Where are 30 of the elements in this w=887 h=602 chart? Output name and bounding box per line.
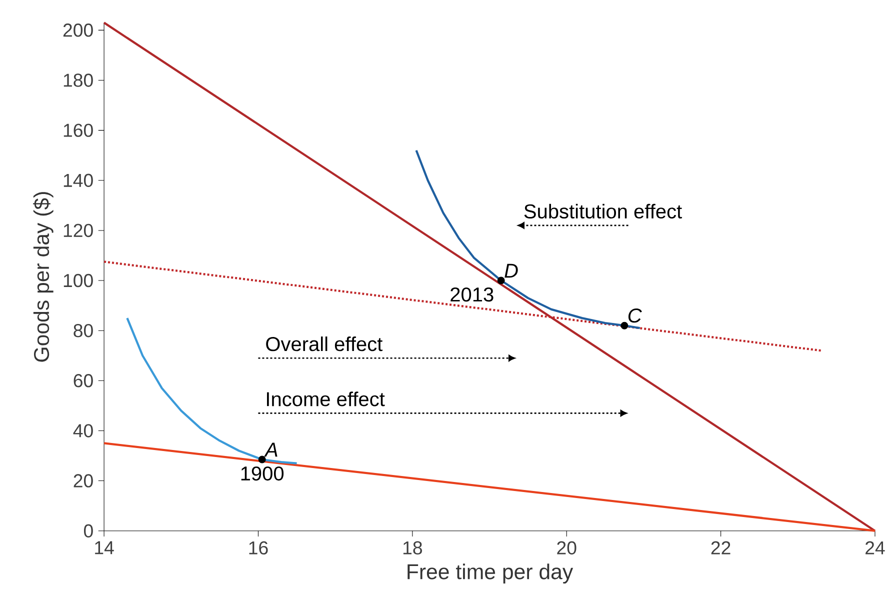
y-tick-label: 20 [74, 474, 93, 488]
x-tick-label: 22 [711, 541, 730, 555]
x-tick-label: 20 [557, 541, 576, 555]
x-tick-label: 14 [95, 541, 114, 554]
x-axis-title: Free time per day [408, 564, 574, 584]
annotation: Overall effect [266, 336, 383, 352]
x-tick-label: 24 [866, 541, 885, 555]
point [497, 277, 505, 284]
y-tick-label: 40 [73, 424, 93, 438]
y-tick-label: 140 [64, 174, 93, 188]
y-tick-label: 80 [74, 324, 93, 338]
point [620, 322, 628, 330]
x-tick-label: 16 [249, 541, 268, 555]
annotation: Income effect [267, 392, 385, 406]
y-tick-label: 0 [84, 524, 93, 538]
annotation: Substitution effect [524, 204, 682, 219]
data-label: D [504, 264, 518, 278]
y-tick-label: 160 [64, 124, 93, 138]
point [258, 456, 266, 464]
y-axis-title: Goods per day ($) [33, 192, 54, 362]
data-label: A [264, 443, 278, 457]
y-tick-label: 180 [64, 74, 93, 88]
y-tick-label: 100 [64, 274, 93, 288]
y-tick-label: 120 [64, 224, 93, 238]
annotation: 2013 [450, 288, 494, 302]
y-tick-label: 60 [74, 374, 93, 388]
data-label: C [628, 308, 642, 323]
y-tick-label: 200 [63, 24, 93, 38]
annotation: 1900 [241, 466, 284, 481]
x-tick-label: 18 [403, 541, 422, 555]
